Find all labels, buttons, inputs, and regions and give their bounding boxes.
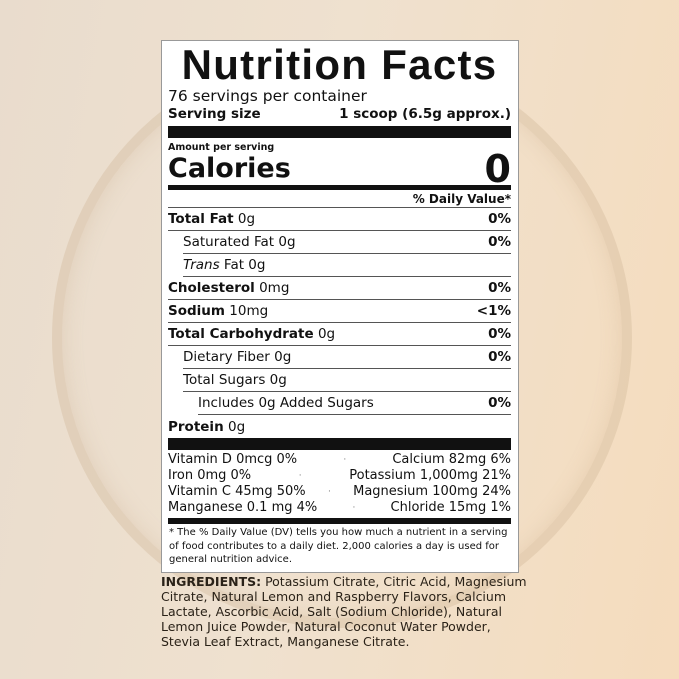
nutrient-row-total-fat: Total Fat 0g 0% xyxy=(168,208,511,231)
vitamin-row: Iron 0mg 0% · Potassium 1,000mg 21% xyxy=(168,468,511,483)
amount-per-serving: Amount per serving xyxy=(168,142,275,153)
ingredients-label: INGREDIENTS: xyxy=(161,574,262,589)
nutrient-row-cholesterol: Cholesterol 0mg 0% xyxy=(168,277,511,300)
nutrient-row-dietary-fiber: Dietary Fiber 0g 0% xyxy=(183,346,511,369)
vitamin-mineral-list: Vitamin D 0mcg 0% · Calcium 82mg 6% Iron 0… xyxy=(168,452,511,516)
calories-label: Calories xyxy=(168,153,291,184)
servings-per-container: 76 servings per container xyxy=(168,87,367,105)
nutrition-facts-label: Nutrition Facts 76 servings per containe… xyxy=(161,40,519,573)
serving-size-label: Serving size xyxy=(168,106,261,122)
nutrient-row-trans-fat: Trans Fat 0g xyxy=(183,254,511,277)
nutrient-row-protein: Protein 0g xyxy=(168,418,246,435)
nutrient-list: Total Fat 0g 0% Saturated Fat 0g 0% Trans … xyxy=(168,208,511,438)
divider-thick xyxy=(168,438,511,450)
divider-medium xyxy=(168,185,511,190)
daily-value-footnote: * The % Daily Value (DV) tells you how m… xyxy=(169,527,508,565)
vitamin-row: Vitamin C 45mg 50% · Magnesium 100mg 24% xyxy=(168,484,511,499)
ingredients: INGREDIENTS: Potassium Citrate, Citric A… xyxy=(161,574,531,649)
ingredients-text: Potassium Citrate, Citric Acid, Magnesiu… xyxy=(161,574,527,649)
divider-medium xyxy=(168,518,511,524)
label-title: Nutrition Facts xyxy=(181,41,498,88)
vitamin-row: Manganese 0.1 mg 4% · Chloride 15mg 1% xyxy=(168,500,511,515)
nutrient-row-total-sugars: Total Sugars 0g xyxy=(183,369,511,392)
calories-row: Calories 0 xyxy=(168,147,511,191)
nutrient-row-total-carbohydrate: Total Carbohydrate 0g 0% xyxy=(168,323,511,346)
nutrient-row-saturated-fat: Saturated Fat 0g 0% xyxy=(183,231,511,254)
serving-size-row: Serving size 1 scoop (6.5g approx.) xyxy=(168,106,511,123)
vitamin-row: Vitamin D 0mcg 0% · Calcium 82mg 6% xyxy=(168,452,511,467)
daily-value-header: % Daily Value* xyxy=(168,190,511,208)
calories-value: 0 xyxy=(484,147,511,191)
nutrient-row-added-sugars: Includes 0g Added Sugars 0% xyxy=(198,392,511,415)
nutrient-row-sodium: Sodium 10mg <1% xyxy=(168,300,511,323)
serving-size-value: 1 scoop (6.5g approx.) xyxy=(339,106,511,122)
divider-thick xyxy=(168,126,511,138)
